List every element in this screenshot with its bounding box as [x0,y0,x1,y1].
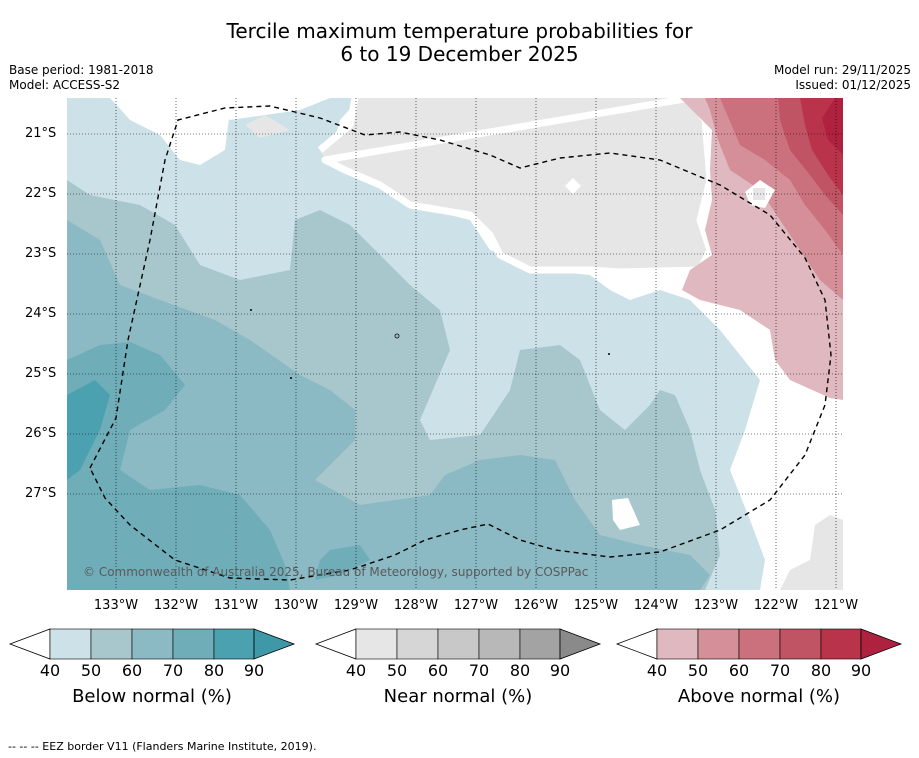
colorbar-above-label: Above normal (%) [677,686,841,707]
lon-label: 126°W [513,598,559,613]
lat-label: 27°S [25,486,57,501]
below-80-region [67,380,110,480]
lon-label: 130°W [273,598,319,613]
lon-label: 127°W [453,598,499,613]
below-70-region [67,342,290,590]
lat-label: 22°S [25,186,57,201]
lon-label: 132°W [153,598,199,613]
lat-label: 23°S [25,246,57,261]
eez-border [89,105,832,581]
cb-tick: 70 [468,661,490,680]
lon-label: 133°W [93,598,139,613]
cb-tick: 60 [427,661,449,680]
issued-date: Issued: 01/12/2025 [795,78,911,92]
cb-tick: 60 [121,661,143,680]
cb-tick: 40 [646,661,668,680]
cb-tick: 90 [549,661,571,680]
colorbar-below [8,628,296,660]
lat-label: 24°S [25,306,57,321]
copyright-notice: © Commonwealth of Australia 2025, Bureau… [83,565,589,579]
colorbar-below-label: Below normal (%) [72,686,232,707]
cb-tick: 80 [509,661,531,680]
lon-label: 125°W [573,598,619,613]
cb-tick: 40 [345,661,367,680]
lon-label: 122°W [753,598,799,613]
cb-tick: 90 [850,661,872,680]
eez-footnote: -- -- -- EEZ border V11 (Flanders Marine… [8,740,317,753]
near-40-region-se [780,515,843,590]
lon-label: 123°W [693,598,739,613]
title-line-2: 6 to 19 December 2025 [340,42,579,66]
lon-label: 131°W [213,598,259,613]
colorbar-near-label: Near normal (%) [383,686,533,707]
lat-label: 26°S [25,426,57,441]
lon-label: 128°W [393,598,439,613]
cb-tick: 50 [386,661,408,680]
cb-tick: 80 [810,661,832,680]
cb-tick: 40 [39,661,61,680]
title-line-1: Tercile maximum temperature probabilitie… [226,19,693,43]
lon-label: 124°W [633,598,679,613]
cb-tick: 70 [162,661,184,680]
base-period: Base period: 1981-2018 [9,63,154,77]
cb-tick: 80 [203,661,225,680]
cb-tick: 50 [687,661,709,680]
lon-label: 121°W [813,598,859,613]
map-fills [67,98,843,590]
lat-label: 25°S [25,366,57,381]
cb-tick: 90 [243,661,265,680]
colorbar-above [615,628,903,660]
lat-label: 21°S [25,126,57,141]
model-run: Model run: 29/11/2025 [773,63,911,77]
grid-lines [67,98,843,590]
cb-tick: 60 [728,661,750,680]
cb-tick: 50 [80,661,102,680]
model-name: Model: ACCESS-S2 [9,78,121,92]
lon-label: 129°W [333,598,379,613]
cb-tick: 70 [769,661,791,680]
colorbar-near [314,628,602,660]
